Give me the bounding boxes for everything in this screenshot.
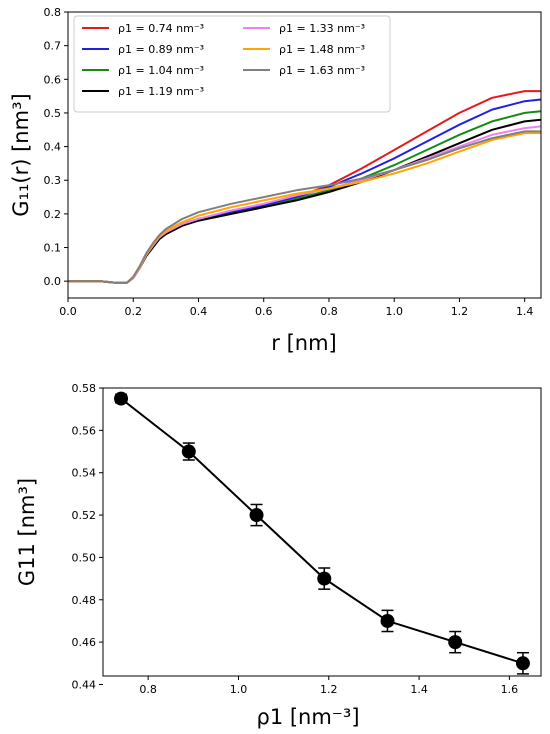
data-point	[448, 635, 463, 650]
bottom-plot-frame	[102, 387, 542, 677]
x-tick-label: 0.8	[139, 683, 157, 696]
bottom-x-axis: 0.8 1.0 1.2 1.4 1.6	[139, 676, 518, 696]
y-tick-label: 0.58	[72, 382, 97, 395]
legend-label: ρ1 = 1.48 nm⁻³	[279, 43, 365, 56]
x-tick-label: 1.6	[501, 683, 519, 696]
data-point	[249, 508, 264, 523]
legend-label: ρ1 = 1.04 nm⁻³	[118, 64, 204, 77]
g11-line	[120, 397, 524, 665]
legend-box	[73, 15, 391, 113]
data-point	[515, 656, 530, 671]
top-x-axis-title: r [nm]	[271, 331, 336, 355]
y-tick-label: 0.0	[44, 275, 62, 288]
bottom-x-axis-title: ρ1 [nm⁻³]	[256, 705, 359, 729]
x-tick-label: 0.0	[59, 305, 77, 318]
y-tick-label: 0.54	[72, 467, 97, 480]
legend-label: ρ1 = 0.74 nm⁻³	[118, 22, 204, 35]
bottom-chart: 0.8 1.0 1.2 1.4 1.6 0.44 0.46 0.48 0.50 0.52 0.54…	[15, 382, 542, 729]
y-tick-label: 0.7	[44, 40, 62, 53]
x-tick-label: 0.2	[124, 305, 142, 318]
top-chart: 0.0 0.2 0.4 0.6 0.8 1.0 1.2 1.4 0.0 0.1 0.2 0.3 0.4…	[9, 6, 542, 355]
data-point	[114, 391, 129, 406]
bottom-y-axis-title: G11 [nm³]	[15, 478, 39, 586]
legend-label: ρ1 = 1.63 nm⁻³	[279, 64, 365, 77]
x-tick-label: 0.8	[320, 305, 338, 318]
legend-label: ρ1 = 0.89 nm⁻³	[118, 43, 204, 56]
y-tick-label: 0.2	[44, 208, 62, 221]
y-tick-label: 0.44	[72, 678, 97, 691]
series-line-2	[68, 98, 541, 284]
x-tick-label: 1.4	[516, 305, 534, 318]
y-tick-label: 0.8	[44, 6, 62, 19]
y-tick-label: 0.46	[72, 636, 97, 649]
legend-label: ρ1 = 1.19 nm⁻³	[118, 85, 204, 98]
x-tick-label: 1.0	[385, 305, 403, 318]
x-tick-label: 1.2	[320, 683, 338, 696]
y-tick-label: 0.48	[72, 594, 97, 607]
top-legend: ρ1 = 0.74 nm⁻³ ρ1 = 0.89 nm⁻³ ρ1 = 1.04 nm…	[73, 15, 391, 113]
y-tick-label: 0.5	[44, 107, 62, 120]
bottom-y-axis: 0.44 0.46 0.48 0.50 0.52 0.54 0.56 0.58	[72, 382, 103, 691]
x-tick-label: 1.4	[410, 683, 428, 696]
legend-label: ρ1 = 1.33 nm⁻³	[279, 22, 365, 35]
top-x-axis: 0.0 0.2 0.4 0.6 0.8 1.0 1.2 1.4	[59, 298, 533, 318]
y-tick-label: 0.52	[72, 509, 97, 522]
top-y-axis-title: G₁₁(r) [nm³]	[9, 93, 33, 216]
series-line-5	[68, 125, 541, 284]
y-tick-label: 0.3	[44, 174, 62, 187]
data-point	[380, 613, 395, 628]
series-line-3	[68, 110, 541, 284]
series-line-6	[68, 132, 541, 284]
series-line-7	[68, 130, 541, 284]
y-tick-label: 0.56	[72, 424, 97, 437]
x-tick-label: 1.2	[451, 305, 469, 318]
x-tick-label: 0.4	[190, 305, 208, 318]
y-tick-label: 0.4	[44, 141, 62, 154]
top-plot-frame	[67, 11, 542, 299]
y-tick-label: 0.6	[44, 73, 62, 86]
data-point	[181, 444, 196, 459]
top-y-axis: 0.0 0.1 0.2 0.3 0.4 0.5 0.6 0.7 0.8	[44, 6, 68, 288]
x-tick-label: 0.6	[255, 305, 273, 318]
data-point	[317, 571, 332, 586]
y-tick-label: 0.50	[72, 551, 97, 564]
x-tick-label: 1.0	[230, 683, 248, 696]
y-tick-label: 0.1	[44, 242, 62, 255]
